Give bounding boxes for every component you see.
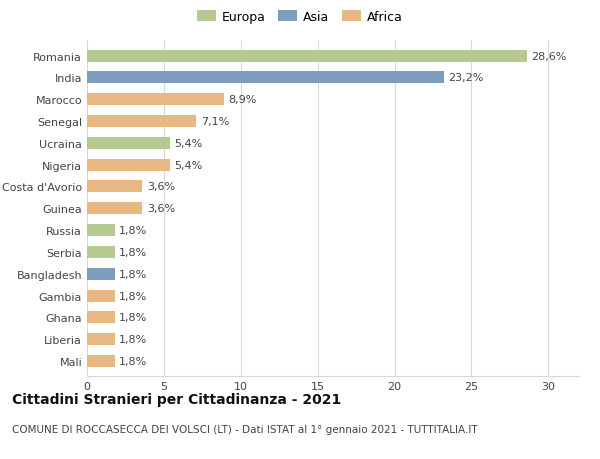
- Bar: [87, 312, 115, 324]
- Text: 1,8%: 1,8%: [119, 356, 148, 366]
- Legend: Europa, Asia, Africa: Europa, Asia, Africa: [194, 9, 406, 27]
- Text: 5,4%: 5,4%: [175, 139, 203, 149]
- Text: 1,8%: 1,8%: [119, 226, 148, 235]
- Bar: [87, 138, 170, 150]
- Bar: [87, 50, 527, 62]
- Text: 1,8%: 1,8%: [119, 335, 148, 344]
- Bar: [87, 181, 142, 193]
- Text: 1,8%: 1,8%: [119, 291, 148, 301]
- Text: 3,6%: 3,6%: [147, 182, 175, 192]
- Text: 8,9%: 8,9%: [229, 95, 257, 105]
- Text: 28,6%: 28,6%: [532, 51, 567, 62]
- Bar: [87, 290, 115, 302]
- Text: Cittadini Stranieri per Cittadinanza - 2021: Cittadini Stranieri per Cittadinanza - 2…: [12, 392, 341, 406]
- Text: 1,8%: 1,8%: [119, 313, 148, 323]
- Text: 1,8%: 1,8%: [119, 269, 148, 279]
- Bar: [87, 73, 444, 84]
- Text: 23,2%: 23,2%: [448, 73, 484, 83]
- Bar: [87, 159, 170, 171]
- Bar: [87, 203, 142, 215]
- Text: 3,6%: 3,6%: [147, 204, 175, 214]
- Text: 5,4%: 5,4%: [175, 160, 203, 170]
- Bar: [87, 116, 196, 128]
- Bar: [87, 94, 224, 106]
- Bar: [87, 224, 115, 236]
- Text: 7,1%: 7,1%: [201, 117, 229, 127]
- Bar: [87, 355, 115, 367]
- Text: 1,8%: 1,8%: [119, 247, 148, 257]
- Bar: [87, 268, 115, 280]
- Text: COMUNE DI ROCCASECCA DEI VOLSCI (LT) - Dati ISTAT al 1° gennaio 2021 - TUTTITALI: COMUNE DI ROCCASECCA DEI VOLSCI (LT) - D…: [12, 424, 478, 434]
- Bar: [87, 246, 115, 258]
- Bar: [87, 333, 115, 345]
